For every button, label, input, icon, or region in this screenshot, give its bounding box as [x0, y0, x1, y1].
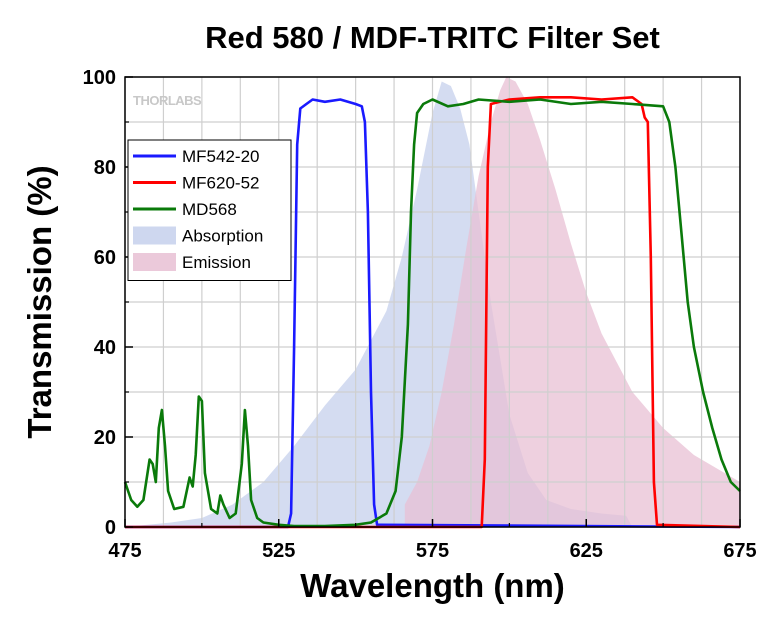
y-tick-label: 0 [105, 517, 116, 539]
legend-label: MD568 [182, 200, 237, 219]
legend-label: MF542-20 [182, 147, 259, 166]
line-series-layer [123, 96, 741, 529]
axes-frame-layer [124, 76, 741, 528]
x-axis-title: Wavelength (nm) [300, 567, 565, 604]
thorlabs-watermark: THORLABS [133, 93, 202, 108]
legend-label: Emission [182, 253, 251, 272]
legend-label: MF620-52 [182, 174, 259, 193]
x-tick-label: 525 [262, 540, 295, 562]
x-tick-label: 675 [723, 540, 756, 562]
y-tick-label: 40 [94, 337, 116, 359]
series-line-mf542-20 [125, 98, 741, 529]
y-tick-label: 20 [94, 427, 116, 449]
x-tick-label: 575 [416, 540, 449, 562]
y-tick-label: 80 [94, 157, 116, 179]
series-line-mf620-52 [125, 96, 741, 529]
x-tick-label: 625 [570, 540, 603, 562]
series-line-md568 [123, 98, 741, 528]
legend-swatch [133, 226, 176, 245]
tick-labels-layer: 475 525 575 625 675 0 20 40 60 80 100 [83, 67, 757, 562]
y-tick-label: 100 [83, 67, 116, 89]
chart-title: Red 580 / MDF-TRITC Filter Set [205, 20, 660, 55]
legend-swatch [133, 253, 176, 271]
legend-label: Absorption [182, 227, 263, 246]
x-tick-label: 475 [108, 540, 141, 562]
y-tick-label: 60 [94, 247, 116, 269]
legend: MF542-20 MF620-52 MD568 Absorption Emission [127, 139, 292, 281]
